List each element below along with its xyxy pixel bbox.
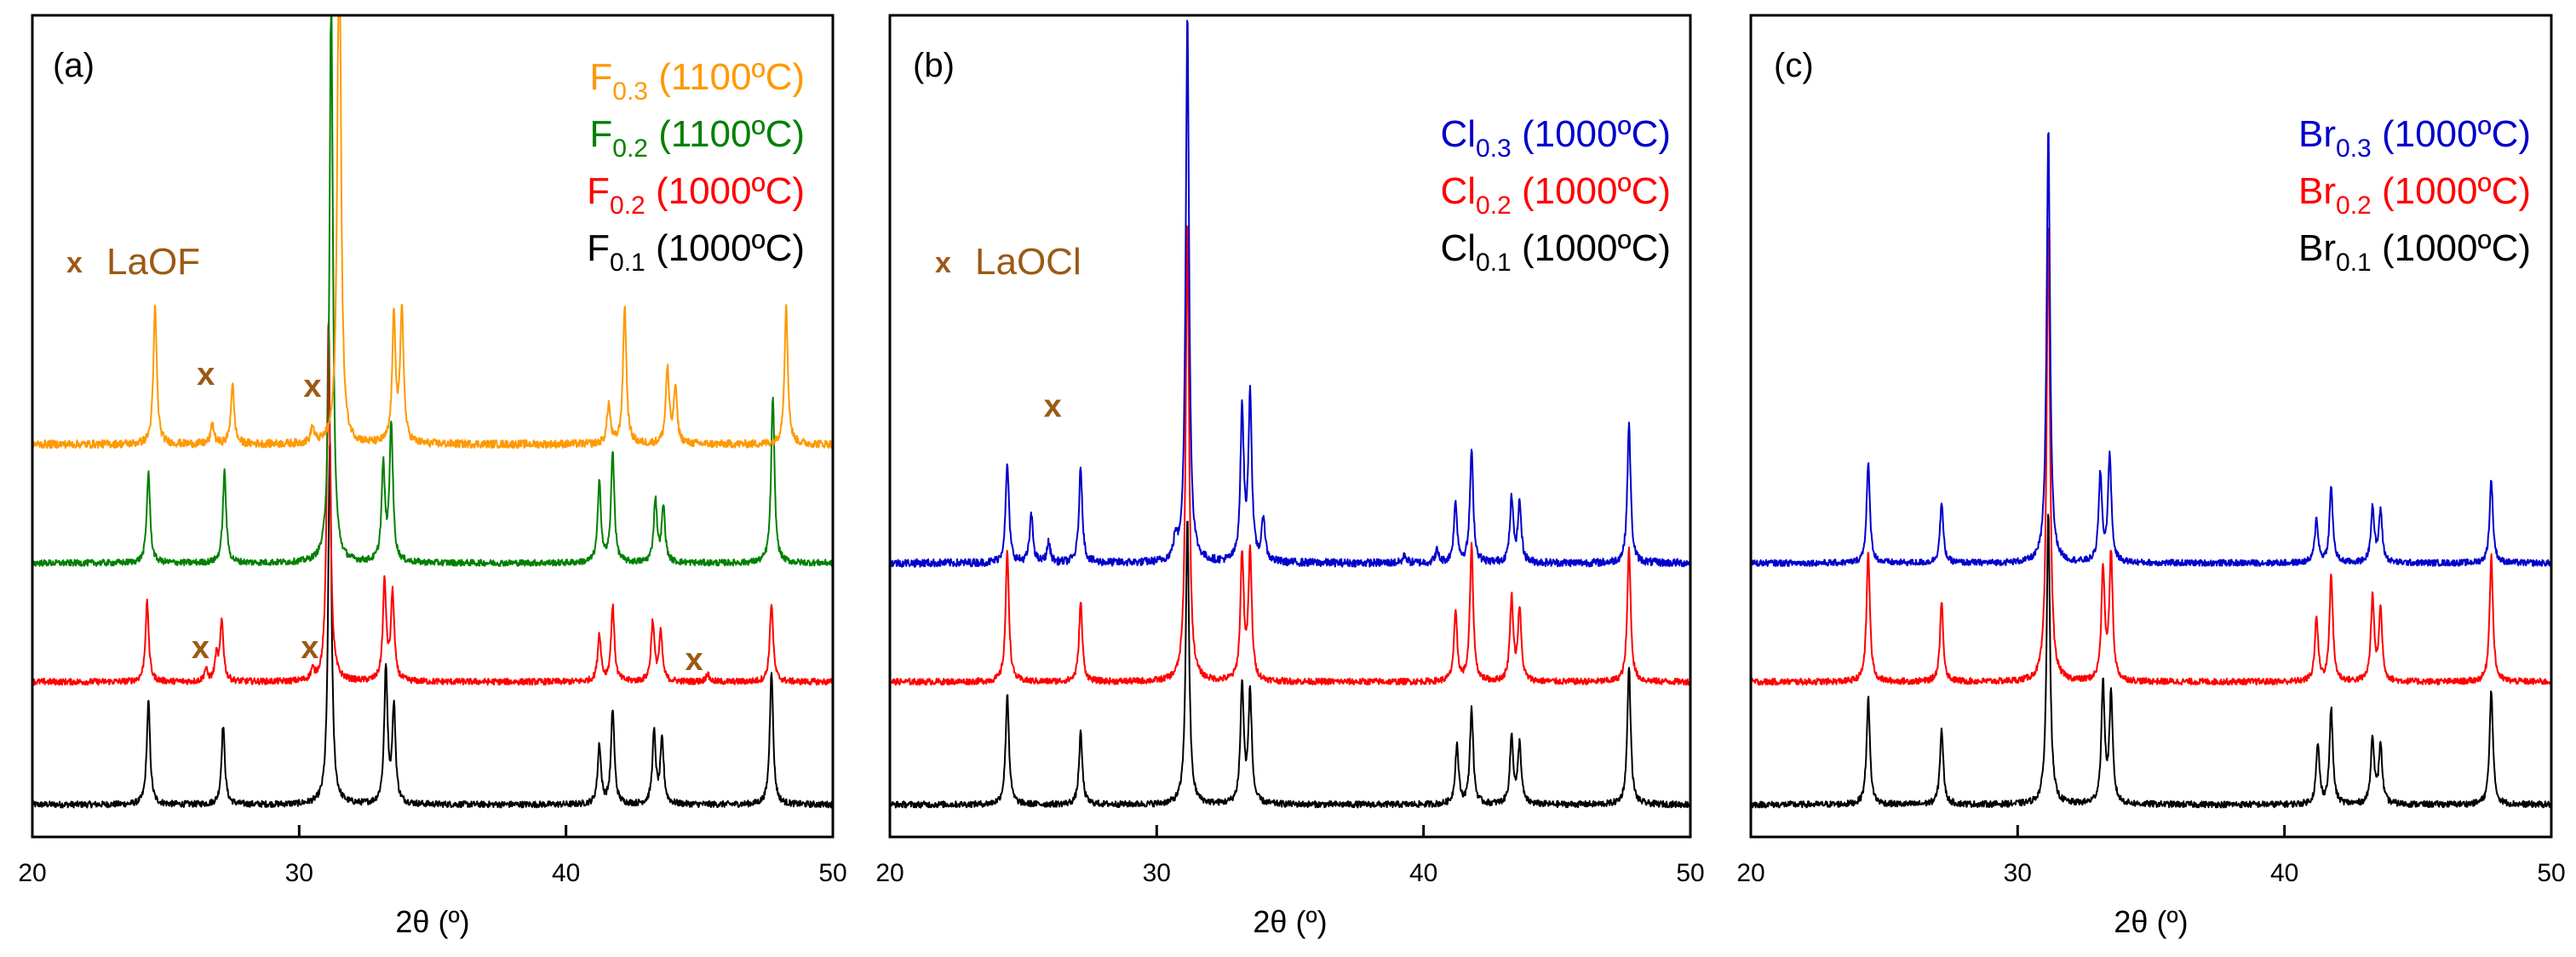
panel-a: x x x x x 20 30 40 50 2θ (º) (a) F0.3 (1100º…	[18, 14, 847, 939]
panel-b-x-axis-label: 2θ (º)	[1253, 904, 1327, 939]
panel-a-tick-label: 50	[818, 859, 846, 887]
panel-b-tick-label: 40	[1409, 859, 1437, 887]
impurity-marker: x	[192, 630, 209, 666]
series-line-a-0	[32, 442, 834, 809]
series-line-c-0	[1750, 513, 2552, 809]
panel-c: 20 30 40 50 2θ (º) (c) Br0.3 (1000ºC) Br…	[1736, 14, 2566, 939]
impurity-marker: x	[1044, 388, 1062, 424]
series-line-a-1	[32, 321, 834, 686]
panel-b-ticks	[888, 825, 1692, 837]
legend-entry: Br0.2 (1000ºC)	[2298, 170, 2531, 220]
series-line-a-3	[32, 16, 834, 450]
legend-entry: F0.3 (1100ºC)	[589, 56, 805, 106]
impurity-marker: x	[301, 630, 318, 666]
panel-a-tick-label: 20	[18, 859, 46, 887]
panel-c-x-axis-label: 2θ (º)	[2114, 904, 2188, 939]
panel-a-marker-key-symbol: x	[66, 247, 83, 279]
panel-b-frame	[888, 14, 1692, 839]
panel-b-traces: x	[889, 20, 1691, 809]
panel-c-frame	[1749, 14, 2553, 839]
panel-a-ticks	[31, 825, 835, 837]
panel-b-label: (b)	[913, 47, 955, 84]
series-line-c-2	[1750, 132, 2552, 567]
panel-b: x 20 30 40 50 2θ (º) (b) Cl0.3 (1000ºC) …	[875, 14, 1705, 939]
panel-a-label: (a)	[53, 47, 95, 84]
panel-c-tick-label: 40	[2270, 859, 2298, 887]
panel-b-marker-key-label: LaOCl	[975, 241, 1081, 283]
panel-c-legend: Br0.3 (1000ºC) Br0.2 (1000ºC) Br0.1 (100…	[2298, 113, 2531, 277]
panel-b-marker-key-symbol: x	[935, 247, 951, 279]
impurity-marker: x	[685, 642, 703, 678]
panel-b-tick-label: 20	[875, 859, 904, 887]
panel-c-tick-label: 50	[2537, 859, 2565, 887]
legend-entry: Cl0.1 (1000ºC)	[1440, 227, 1671, 277]
impurity-marker: x	[303, 369, 321, 404]
legend-entry: Br0.3 (1000ºC)	[2298, 113, 2531, 163]
legend-entry: F0.2 (1000ºC)	[587, 170, 805, 220]
series-line-c-1	[1750, 227, 2552, 686]
panel-a-frame	[31, 14, 835, 839]
series-line-b-0	[889, 520, 1691, 809]
panel-c-traces	[1750, 132, 2552, 809]
panel-b-legend: Cl0.3 (1000ºC) Cl0.2 (1000ºC) Cl0.1 (100…	[1440, 113, 1671, 277]
legend-entry: Cl0.2 (1000ºC)	[1440, 170, 1671, 220]
legend-entry: Cl0.3 (1000ºC)	[1440, 113, 1671, 163]
panel-b-tick-label: 50	[1676, 859, 1704, 887]
panel-a-legend: F0.3 (1100ºC) F0.2 (1100ºC) F0.2 (1000ºC…	[587, 56, 805, 277]
legend-entry: Br0.1 (1000ºC)	[2298, 227, 2531, 277]
panel-b-tick-label: 30	[1143, 859, 1171, 887]
panel-a-traces: x x x x x	[32, 16, 834, 809]
panel-a-tick-label: 40	[552, 859, 580, 887]
panel-c-tick-label: 20	[1736, 859, 1764, 887]
legend-entry: F0.1 (1000ºC)	[587, 227, 805, 277]
legend-entry: F0.2 (1100ºC)	[589, 113, 805, 163]
series-line-b-2	[889, 20, 1691, 568]
panel-c-tick-label: 30	[2004, 859, 2032, 887]
panel-a-marker-key-label: LaOF	[106, 241, 200, 283]
impurity-marker: x	[197, 357, 215, 393]
panel-a-x-axis-label: 2θ (º)	[395, 904, 469, 939]
series-line-a-2	[32, 16, 834, 567]
panel-c-label: (c)	[1774, 47, 1814, 84]
series-line-b-1	[889, 225, 1691, 686]
panel-c-ticks	[1749, 825, 2553, 837]
panel-a-tick-label: 30	[285, 859, 313, 887]
